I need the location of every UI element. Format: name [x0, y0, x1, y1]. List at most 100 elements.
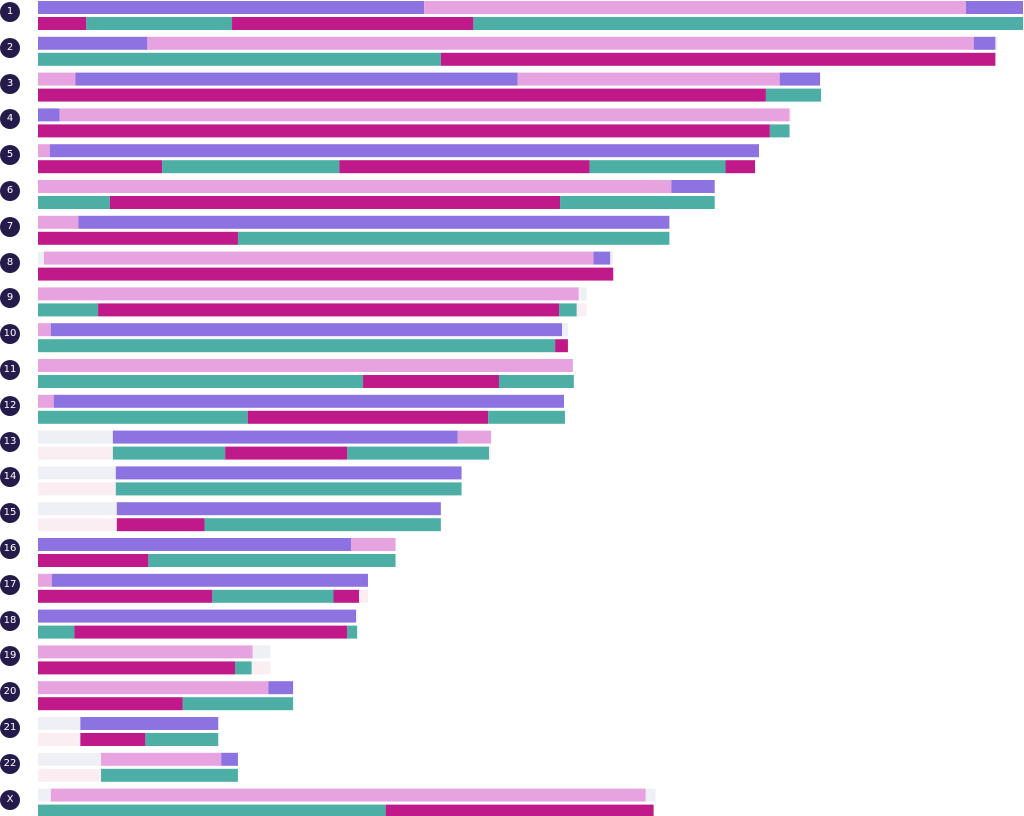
bar-segment-3-top-0	[38, 72, 76, 86]
bar-segment-9-top-0	[38, 287, 579, 301]
bar-segment-4-bottom-0	[38, 124, 770, 138]
bar-segment-8-top-2	[593, 251, 611, 265]
bar-segment-20-top-1	[268, 681, 294, 695]
bar-segment-5-top-1	[49, 144, 760, 158]
bar-segment-9-bottom-0	[38, 303, 99, 317]
bar-segment-6-bottom-2	[560, 196, 715, 209]
bar-segment-1-top-0	[38, 1, 425, 14]
bar-segment-5-bottom-1	[162, 160, 340, 174]
row-2	[38, 36, 998, 66]
row-15	[38, 502, 441, 532]
row-9	[38, 287, 587, 317]
bar-segment-21-top-0	[38, 717, 81, 730]
bar-segment-X-top-1	[50, 788, 646, 802]
bar-segment-9-bottom-2	[559, 303, 577, 317]
bar-segment-19-top-1	[252, 645, 271, 659]
bar-segment-4-top-0	[38, 108, 60, 122]
bar-segment-11-bottom-2	[498, 375, 574, 388]
bar-segment-17-top-1	[51, 573, 368, 587]
bar-segment-12-top-0	[38, 394, 54, 408]
row-6	[38, 180, 715, 209]
bar-segment-8-top-3	[610, 251, 614, 265]
bar-segment-18-bottom-0	[38, 625, 75, 639]
bar-segment-15-bottom-0	[38, 518, 117, 532]
bar-segment-13-top-0	[38, 430, 113, 444]
bar-segment-16-bottom-1	[148, 554, 396, 567]
row-18	[38, 609, 358, 639]
bar-segment-5-bottom-0	[38, 160, 163, 174]
bar-segment-2-top-2	[973, 36, 996, 50]
bar-segment-4-top-2	[789, 108, 792, 122]
bar-segment-22-bottom-0	[38, 768, 102, 782]
bar-segment-16-top-0	[38, 538, 352, 551]
bar-segment-12-bottom-1	[247, 410, 489, 424]
row-20	[38, 681, 294, 711]
bar-segment-5-bottom-3	[589, 160, 726, 174]
bar-segment-20-bottom-1	[182, 697, 294, 711]
bar-segment-1-bottom-1	[86, 17, 233, 30]
row-14	[38, 466, 462, 496]
bar-segment-12-top-1	[53, 394, 564, 408]
bar-segment-5-bottom-4	[725, 160, 756, 174]
bar-segment-3-top-2	[517, 72, 780, 86]
bar-segment-18-bottom-1	[74, 625, 348, 639]
bar-segment-11-bottom-1	[363, 375, 499, 388]
bar-segment-13-bottom-1	[112, 446, 226, 460]
bar-segment-13-bottom-4	[489, 446, 492, 460]
bar-segment-X-bottom-0	[38, 804, 386, 816]
row-8	[38, 251, 614, 281]
row-13	[38, 430, 492, 460]
bar-segment-20-bottom-0	[38, 697, 183, 711]
bar-segment-6-top-1	[671, 180, 715, 193]
row-12	[38, 394, 565, 424]
bar-segment-12-bottom-2	[488, 410, 565, 424]
row-11	[38, 359, 574, 388]
bar-segment-2-bottom-1	[440, 52, 996, 66]
bar-segment-13-bottom-2	[225, 446, 348, 460]
bar-segment-22-top-2	[221, 752, 238, 766]
bar-segment-21-bottom-0	[38, 733, 81, 746]
bar-segment-3-bottom-1	[765, 88, 822, 102]
bar-segment-1-top-2	[965, 1, 1023, 14]
bar-segment-2-top-0	[38, 36, 148, 50]
row-X	[38, 788, 656, 816]
bar-segment-3-top-1	[75, 72, 518, 86]
row-7	[38, 215, 670, 245]
row-4	[38, 108, 792, 138]
bar-segment-4-bottom-1	[769, 124, 790, 138]
bar-segment-1-bottom-3	[473, 17, 1023, 30]
bar-segment-21-bottom-2	[145, 733, 219, 746]
bar-segment-17-bottom-3	[359, 589, 368, 603]
row-17	[38, 573, 368, 603]
bar-segment-9-top-1	[578, 287, 587, 301]
row-19	[38, 645, 271, 675]
bar-segment-8-bottom-0	[38, 267, 614, 281]
bar-segment-12-bottom-0	[38, 410, 248, 424]
bar-segment-13-bottom-3	[347, 446, 490, 460]
bar-segment-7-bottom-0	[38, 231, 238, 245]
bar-segment-3-bottom-0	[38, 88, 766, 102]
bar-segment-5-bottom-2	[339, 160, 590, 174]
row-5	[38, 144, 760, 174]
bar-segment-2-top-1	[147, 36, 974, 50]
bar-segment-5-top-0	[38, 144, 50, 158]
row-10	[38, 323, 568, 353]
bar-segment-9-bottom-1	[98, 303, 560, 317]
bar-segment-10-top-0	[38, 323, 51, 337]
bar-segment-15-bottom-1	[116, 518, 205, 532]
bar-segment-11-bottom-0	[38, 375, 364, 388]
bar-segment-2-top-3	[995, 36, 998, 50]
bar-segment-X-top-2	[645, 788, 656, 802]
bar-segment-19-bottom-0	[38, 661, 235, 675]
bar-segment-13-top-2	[457, 430, 492, 444]
bar-segment-15-top-1	[116, 502, 441, 516]
bar-segment-22-top-0	[38, 752, 102, 766]
bar-segment-13-bottom-0	[38, 446, 113, 460]
bar-segment-15-bottom-2	[204, 518, 441, 532]
bar-segment-2-bottom-0	[38, 52, 441, 66]
bar-segment-16-bottom-0	[38, 554, 149, 567]
row-3	[38, 72, 822, 102]
bar-segment-10-top-2	[562, 323, 568, 337]
bar-segment-6-bottom-0	[38, 196, 110, 209]
